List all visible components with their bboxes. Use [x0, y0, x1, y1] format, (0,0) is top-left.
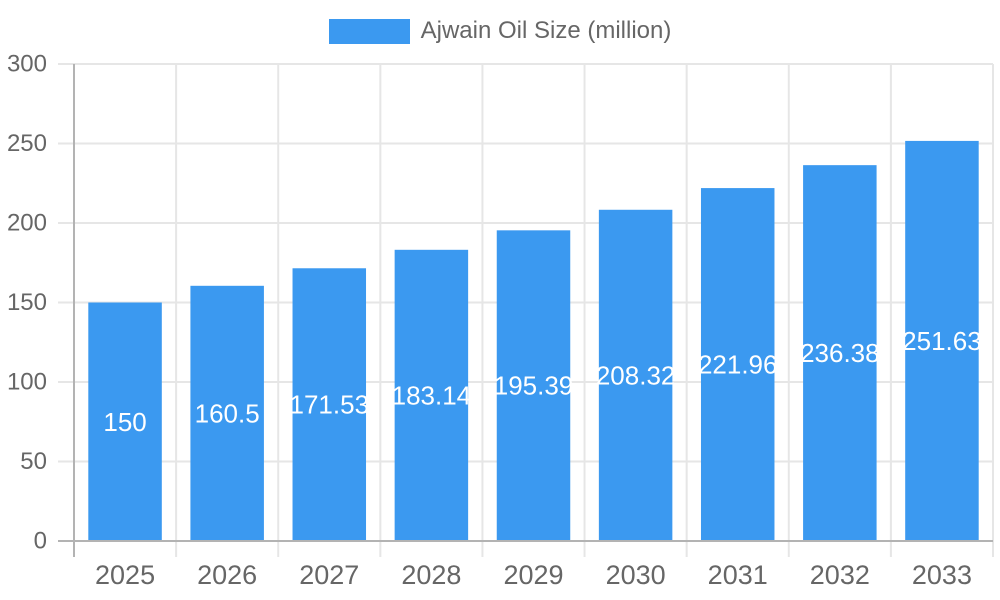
bar-value-label: 150 — [103, 407, 146, 437]
legend: Ajwain Oil Size (million) — [0, 17, 1000, 45]
legend-label: Ajwain Oil Size (million) — [420, 17, 672, 44]
bar-value-label: 236.38 — [800, 338, 880, 368]
bar-value-label: 160.5 — [195, 398, 260, 428]
bar[interactable] — [496, 230, 571, 541]
x-tick-label: 2032 — [810, 560, 870, 590]
bar[interactable] — [700, 188, 775, 541]
legend-item[interactable]: Ajwain Oil Size (million) — [328, 17, 672, 45]
x-tick-label: 2028 — [401, 560, 461, 590]
bar-value-label: 208.32 — [596, 360, 676, 390]
y-tick-label: 250 — [7, 130, 47, 157]
bar-value-label: 251.63 — [902, 326, 982, 356]
bar[interactable] — [598, 209, 673, 542]
bar[interactable] — [88, 302, 162, 542]
bar-value-label: 221.96 — [698, 350, 778, 380]
x-tick-label: 2033 — [912, 560, 972, 590]
bar[interactable] — [803, 165, 877, 541]
x-tick-label: 2030 — [606, 560, 666, 590]
bar-value-label: 195.39 — [494, 371, 574, 401]
y-tick-label: 50 — [20, 448, 47, 475]
x-tick-label: 2027 — [299, 560, 359, 590]
legend-swatch — [328, 18, 410, 44]
x-tick-label: 2025 — [95, 560, 155, 590]
y-tick-label: 300 — [7, 51, 47, 78]
bar-value-label: 183.14 — [392, 380, 472, 410]
bar[interactable] — [292, 268, 367, 541]
y-tick-label: 0 — [34, 528, 47, 555]
bar[interactable] — [190, 285, 264, 541]
x-tick-label: 2029 — [503, 560, 563, 590]
bar[interactable] — [905, 140, 979, 541]
y-tick-label: 150 — [7, 289, 47, 316]
bar-value-label: 171.53 — [290, 390, 370, 420]
y-tick-label: 100 — [7, 369, 47, 396]
bar[interactable] — [394, 249, 469, 541]
x-tick-label: 2031 — [708, 560, 768, 590]
y-tick-label: 200 — [7, 210, 47, 237]
x-tick-label: 2026 — [197, 560, 257, 590]
